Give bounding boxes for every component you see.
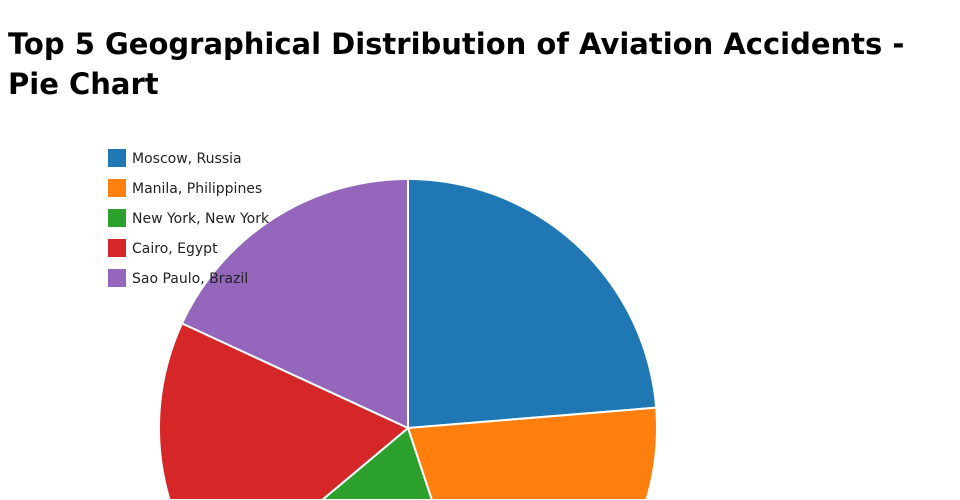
pie-slice-moscow-russia[interactable] xyxy=(407,178,658,429)
legend-swatch[interactable] xyxy=(108,149,126,167)
legend-label[interactable]: Sao Paulo, Brazil xyxy=(132,271,248,287)
legend-swatch[interactable] xyxy=(108,179,126,197)
legend-label[interactable]: Manila, Philippines xyxy=(132,181,262,197)
pie-slice-manila-philippines[interactable] xyxy=(407,406,658,500)
legend-swatch[interactable] xyxy=(108,209,126,227)
pie-slices xyxy=(158,178,658,500)
pie-slice-cairo-egypt[interactable] xyxy=(158,322,409,500)
legend-swatch[interactable] xyxy=(108,269,126,287)
legend-label[interactable]: Cairo, Egypt xyxy=(132,241,218,257)
legend-label[interactable]: New York, New York xyxy=(132,211,270,227)
legend-swatch[interactable] xyxy=(108,239,126,257)
chart-title: Top 5 Geographical Distribution of Aviat… xyxy=(8,27,905,101)
pie-slice-sao-paulo-brazil[interactable] xyxy=(181,178,409,429)
legend: Moscow, Russia Manila, Philippines New Yor… xyxy=(108,149,270,287)
legend-label[interactable]: Moscow, Russia xyxy=(132,151,242,167)
